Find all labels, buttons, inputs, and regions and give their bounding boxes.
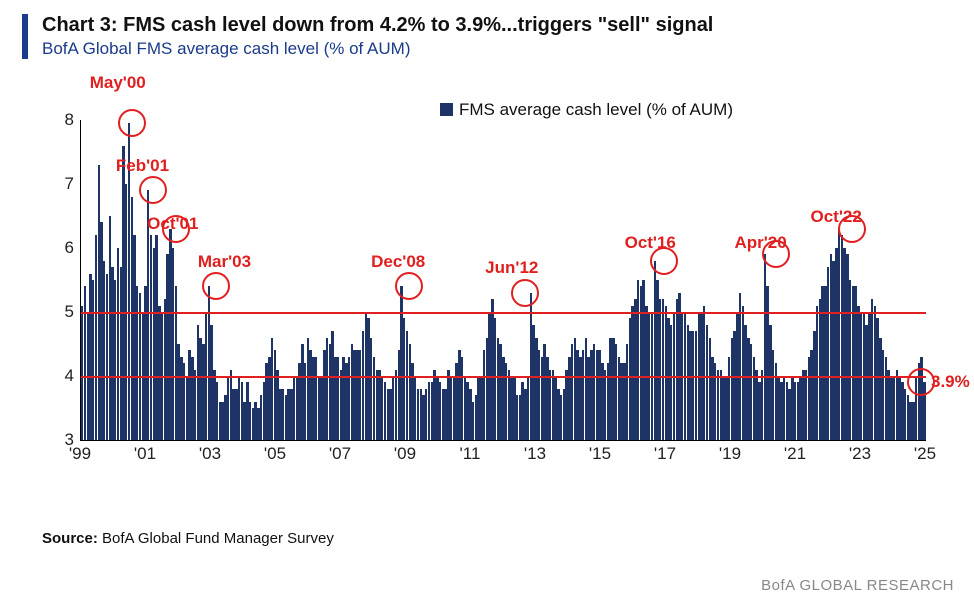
source-text: BofA Global Fund Manager Survey bbox=[98, 530, 334, 547]
legend-label: FMS average cash level (% of AUM) bbox=[459, 100, 733, 119]
x-tick: '13 bbox=[524, 444, 546, 464]
chart-title: Chart 3: FMS cash level down from 4.2% t… bbox=[42, 14, 713, 37]
ref-line bbox=[81, 376, 926, 378]
x-tick: '19 bbox=[719, 444, 741, 464]
x-tick: '17 bbox=[654, 444, 676, 464]
legend: FMS average cash level (% of AUM) bbox=[440, 100, 733, 120]
annotation-circle bbox=[118, 109, 146, 137]
legend-swatch bbox=[440, 103, 453, 116]
ref-line bbox=[81, 312, 926, 314]
annotation-circle bbox=[202, 272, 230, 300]
annotation-label: Mar'03 bbox=[198, 252, 251, 272]
source-prefix: Source: bbox=[42, 530, 98, 547]
chart-area: FMS average cash level (% of AUM) 3.9% 3… bbox=[40, 100, 940, 480]
x-tick: '01 bbox=[134, 444, 156, 464]
y-tick: 6 bbox=[40, 238, 74, 258]
x-tick: '03 bbox=[199, 444, 221, 464]
annotation-circle bbox=[395, 272, 423, 300]
plot-area bbox=[80, 120, 926, 441]
annotation-circle bbox=[139, 176, 167, 204]
y-tick: 8 bbox=[40, 110, 74, 130]
annotation-label: May'00 bbox=[90, 73, 146, 93]
x-tick: '11 bbox=[460, 444, 481, 464]
annotation-label: Oct'01 bbox=[147, 214, 198, 234]
chart-subtitle: BofA Global FMS average cash level (% of… bbox=[42, 39, 713, 59]
source-line: Source: BofA Global Fund Manager Survey bbox=[42, 530, 334, 547]
annotation-label: Oct'22 bbox=[811, 207, 862, 227]
x-tick: '21 bbox=[784, 444, 806, 464]
x-tick: '25 bbox=[914, 444, 936, 464]
annotation-circle bbox=[511, 279, 539, 307]
x-tick: '05 bbox=[264, 444, 286, 464]
x-tick: '23 bbox=[849, 444, 871, 464]
y-tick: 4 bbox=[40, 366, 74, 386]
annotation-label: Dec'08 bbox=[371, 252, 425, 272]
header: Chart 3: FMS cash level down from 4.2% t… bbox=[22, 14, 713, 59]
x-tick: '15 bbox=[589, 444, 611, 464]
annotation-label: Oct'16 bbox=[625, 233, 676, 253]
brand-footer: BofA GLOBAL RESEARCH bbox=[761, 577, 954, 594]
end-label: 3.9% bbox=[931, 372, 970, 392]
x-tick: '99 bbox=[69, 444, 91, 464]
y-tick: 7 bbox=[40, 174, 74, 194]
annotation-label: Apr'20 bbox=[734, 233, 786, 253]
x-tick: '07 bbox=[329, 444, 351, 464]
x-tick: '09 bbox=[394, 444, 416, 464]
annotation-label: Feb'01 bbox=[116, 156, 169, 176]
y-tick: 5 bbox=[40, 302, 74, 322]
annotation-label: Jun'12 bbox=[485, 258, 538, 278]
